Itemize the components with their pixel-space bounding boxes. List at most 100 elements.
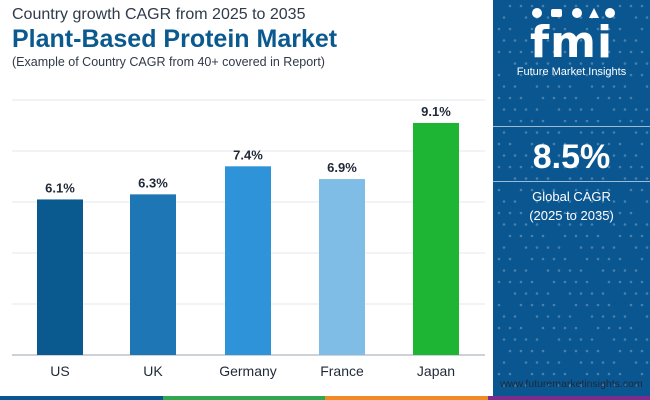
pattern-dot <box>607 142 611 146</box>
pattern-dot <box>546 269 550 272</box>
chart-header: Country growth CAGR from 2025 to 2035 Pl… <box>12 6 337 69</box>
pattern-dot <box>541 73 545 77</box>
pattern-dot <box>612 315 616 318</box>
pattern-dot <box>524 177 528 180</box>
pattern-dot <box>623 85 627 88</box>
pattern-dot <box>563 119 567 123</box>
pattern-dot <box>634 361 638 364</box>
pattern-dot <box>535 315 539 318</box>
fmi-logo: fmi Future Market Insights <box>493 12 650 79</box>
pattern-dot <box>557 361 561 364</box>
pattern-dot <box>640 119 644 123</box>
pattern-dot <box>557 39 561 42</box>
chart-subtitle: Country growth CAGR from 2025 to 2035 <box>12 6 306 23</box>
pattern-dot <box>502 361 506 364</box>
pattern-dot <box>557 315 561 318</box>
pattern-dot <box>497 142 501 146</box>
bar-us <box>37 199 83 355</box>
pattern-dot <box>513 338 517 341</box>
pattern-dot <box>601 39 605 42</box>
pattern-dot <box>590 131 594 134</box>
pattern-dot <box>519 165 523 169</box>
pattern-dot <box>508 326 512 330</box>
pattern-dot <box>535 131 539 134</box>
pattern-dot <box>612 223 616 226</box>
pattern-dot <box>497 27 501 31</box>
logo-icon-3 <box>572 8 582 18</box>
pattern-dot <box>541 211 545 215</box>
pattern-dot <box>524 39 528 42</box>
pattern-dot <box>535 223 539 226</box>
pattern-dot <box>546 292 550 295</box>
pattern-dot <box>612 200 616 203</box>
pattern-dot <box>579 154 583 157</box>
bottom-bar-segment <box>162 396 325 400</box>
logo-icon-5 <box>605 8 615 18</box>
pattern-dot <box>623 269 627 272</box>
divider-top <box>493 126 650 127</box>
pattern-dot <box>530 303 534 307</box>
pattern-dot <box>596 27 600 31</box>
pattern-dot <box>552 50 556 54</box>
pattern-dot <box>634 338 638 341</box>
pattern-dot <box>596 73 600 77</box>
pattern-dot <box>546 177 550 180</box>
pattern-dot <box>508 142 512 146</box>
pattern-dot <box>645 108 649 111</box>
pattern-dot <box>541 119 545 123</box>
pattern-dot <box>574 96 578 100</box>
pattern-dot <box>546 62 550 65</box>
pattern-dot <box>497 326 501 330</box>
pattern-dot <box>645 85 649 88</box>
pattern-dot <box>612 85 616 88</box>
pattern-dot <box>535 338 539 341</box>
pattern-dot <box>535 361 539 364</box>
pattern-dot <box>596 303 600 307</box>
pattern-dot <box>552 257 556 261</box>
pattern-dot <box>585 349 589 353</box>
pattern-dot <box>607 372 611 376</box>
bottom-bar-segment <box>0 396 163 400</box>
pattern-dot <box>563 27 567 31</box>
pattern-dot <box>508 165 512 169</box>
pattern-dot <box>601 200 605 203</box>
pattern-dot <box>645 200 649 203</box>
pattern-dot <box>513 200 517 203</box>
website-link[interactable]: www.futuremarketinsights.com <box>500 378 643 390</box>
pattern-dot <box>519 96 523 100</box>
bar-uk <box>130 194 176 355</box>
pattern-dot <box>552 372 556 376</box>
pattern-dot <box>618 349 622 353</box>
pattern-dot <box>596 349 600 353</box>
pattern-dot <box>618 119 622 123</box>
pattern-dot <box>579 223 583 226</box>
pattern-dot <box>618 326 622 330</box>
pattern-dot <box>513 292 517 295</box>
pattern-dot <box>640 257 644 261</box>
pattern-dot <box>541 372 545 376</box>
pattern-dot <box>568 108 572 111</box>
x-tick-label-germany: Germany <box>219 363 277 379</box>
pattern-dot <box>634 62 638 65</box>
pattern-dot <box>530 119 534 123</box>
data-label-japan: 9.1% <box>421 104 451 119</box>
bottom-bar-segment <box>487 396 650 400</box>
pattern-dot <box>640 142 644 146</box>
pattern-dot <box>579 62 583 65</box>
pattern-dot <box>524 62 528 65</box>
pattern-dot <box>497 257 501 261</box>
pattern-dot <box>574 303 578 307</box>
pattern-dot <box>634 177 638 180</box>
pattern-dot <box>530 27 534 31</box>
pattern-dot <box>629 211 633 215</box>
pattern-dot <box>612 154 616 157</box>
data-label-uk: 6.3% <box>138 175 168 190</box>
global-cagr-period: (2025 to 2035) <box>529 208 614 223</box>
pattern-dot <box>497 188 501 192</box>
pattern-dot <box>579 269 583 272</box>
pattern-dot <box>574 211 578 215</box>
pattern-dot <box>590 338 594 341</box>
bottom-bar-segment <box>325 396 488 400</box>
pattern-dot <box>645 361 649 364</box>
pattern-dot <box>574 326 578 330</box>
